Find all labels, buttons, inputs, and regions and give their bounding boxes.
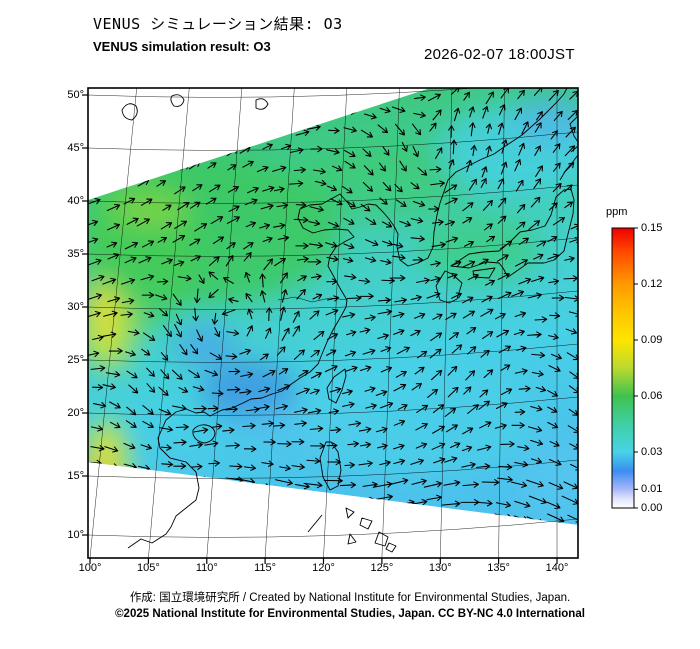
concentration-field [88, 88, 578, 525]
coastline-mainland-asia [127, 88, 568, 549]
y-tick-label: 40° [67, 195, 84, 207]
y-tick-label: 20° [67, 407, 84, 419]
plot-frame [87, 87, 579, 559]
colorbar-tick-label: 0.15 [641, 222, 663, 234]
coastline-taiwan [326, 368, 347, 404]
colorbar-tick-label: 0.03 [641, 446, 663, 458]
colorbar-tick-label: 0.12 [641, 278, 663, 290]
y-tick-label: 25° [67, 354, 84, 366]
x-tick-label: 105° [137, 562, 160, 574]
coastline-hokkaido [559, 145, 578, 181]
colorbar-tick-label: 0.09 [641, 334, 663, 346]
title-japanese: VENUS シミュレーション結果: O3 [93, 15, 343, 33]
copyright-line: ©2025 National Institute for Environment… [115, 608, 585, 620]
x-tick-label: 140° [545, 562, 569, 574]
coastline-palawan [307, 514, 323, 533]
graticule-grid [88, 88, 578, 558]
y-tick-label: 10° [67, 529, 84, 541]
lakes-northwest [121, 94, 269, 121]
colorbar-frame [611, 227, 635, 509]
x-tick-label: 110° [195, 562, 218, 574]
coastline-kyushu [435, 270, 463, 304]
coastline-honshu [450, 188, 575, 278]
colorbar-tick-label: 0.06 [641, 390, 663, 402]
y-tick-label: 35° [67, 248, 84, 260]
y-tick-label: 30° [67, 301, 84, 313]
y-tick-label: 45° [67, 142, 84, 154]
y-tick-label: 15° [67, 470, 84, 482]
coastline-hainan [192, 424, 216, 444]
timestamp: 2026-02-07 18:00JST [424, 46, 575, 63]
colorbar-unit-label: ppm [606, 206, 628, 218]
coastlines [121, 88, 578, 553]
x-tick-label: 120° [312, 562, 335, 574]
title-english: VENUS simulation result: O3 [93, 39, 271, 54]
coastline-visayas [345, 507, 397, 553]
colorbar-tick-marks [634, 227, 638, 509]
colorbar-tick-label: 0.01 [641, 483, 663, 496]
colorbar-gradient [612, 228, 634, 508]
x-tick-label: 125° [370, 562, 394, 574]
concentration-blobs [88, 95, 578, 520]
axis-tick-marks [82, 94, 558, 564]
credit-line: 作成: 国立環境研究所 / Created by National Instit… [129, 592, 571, 604]
coastline-shikoku [472, 267, 496, 279]
x-tick-label: 100° [78, 562, 102, 574]
y-tick-label: 50° [67, 89, 84, 101]
x-tick-label: 115° [254, 562, 277, 574]
x-tick-label: 130° [428, 562, 452, 574]
colorbar-tick-label: 0.00 [641, 502, 663, 514]
x-tick-label: 135° [487, 562, 510, 574]
